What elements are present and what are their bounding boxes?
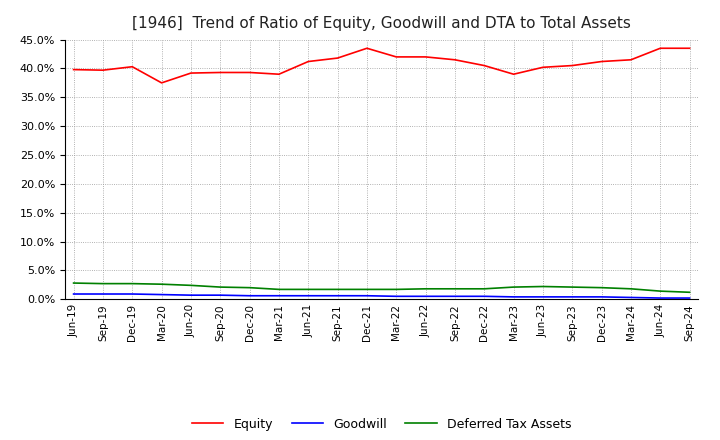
Equity	[304, 59, 312, 64]
Deferred Tax Assets	[274, 287, 283, 292]
Goodwill	[451, 293, 459, 299]
Deferred Tax Assets	[99, 281, 107, 286]
Deferred Tax Assets	[246, 285, 254, 290]
Goodwill	[480, 293, 489, 299]
Legend: Equity, Goodwill, Deferred Tax Assets: Equity, Goodwill, Deferred Tax Assets	[187, 413, 576, 436]
Goodwill	[186, 293, 195, 298]
Equity	[99, 67, 107, 73]
Goodwill	[539, 294, 547, 300]
Goodwill	[421, 293, 430, 299]
Equity	[480, 63, 489, 68]
Deferred Tax Assets	[128, 281, 137, 286]
Equity	[626, 57, 635, 62]
Goodwill	[392, 293, 400, 299]
Goodwill	[99, 291, 107, 297]
Equity	[216, 70, 225, 75]
Equity	[656, 46, 665, 51]
Line: Deferred Tax Assets: Deferred Tax Assets	[73, 283, 690, 292]
Deferred Tax Assets	[157, 282, 166, 287]
Goodwill	[656, 295, 665, 301]
Deferred Tax Assets	[304, 287, 312, 292]
Goodwill	[363, 293, 372, 298]
Equity	[363, 46, 372, 51]
Equity	[421, 54, 430, 59]
Deferred Tax Assets	[186, 283, 195, 288]
Goodwill	[69, 291, 78, 297]
Goodwill	[333, 293, 342, 298]
Goodwill	[157, 292, 166, 297]
Goodwill	[304, 293, 312, 298]
Goodwill	[246, 293, 254, 298]
Equity	[186, 70, 195, 76]
Line: Goodwill: Goodwill	[73, 294, 690, 298]
Equity	[128, 64, 137, 70]
Equity	[274, 72, 283, 77]
Equity	[157, 80, 166, 85]
Deferred Tax Assets	[480, 286, 489, 291]
Deferred Tax Assets	[568, 284, 577, 290]
Deferred Tax Assets	[451, 286, 459, 291]
Goodwill	[568, 294, 577, 300]
Equity	[392, 54, 400, 59]
Deferred Tax Assets	[421, 286, 430, 291]
Equity	[69, 67, 78, 72]
Deferred Tax Assets	[69, 280, 78, 286]
Deferred Tax Assets	[598, 285, 606, 290]
Equity	[568, 63, 577, 68]
Title: [1946]  Trend of Ratio of Equity, Goodwill and DTA to Total Assets: [1946] Trend of Ratio of Equity, Goodwil…	[132, 16, 631, 32]
Equity	[598, 59, 606, 64]
Goodwill	[509, 294, 518, 300]
Line: Equity: Equity	[73, 48, 690, 83]
Equity	[246, 70, 254, 75]
Deferred Tax Assets	[656, 289, 665, 294]
Deferred Tax Assets	[539, 284, 547, 289]
Deferred Tax Assets	[216, 284, 225, 290]
Goodwill	[626, 295, 635, 300]
Goodwill	[216, 293, 225, 298]
Equity	[451, 57, 459, 62]
Deferred Tax Assets	[685, 290, 694, 295]
Equity	[685, 46, 694, 51]
Deferred Tax Assets	[626, 286, 635, 291]
Equity	[509, 72, 518, 77]
Deferred Tax Assets	[509, 284, 518, 290]
Goodwill	[685, 295, 694, 301]
Deferred Tax Assets	[392, 287, 400, 292]
Deferred Tax Assets	[363, 287, 372, 292]
Deferred Tax Assets	[333, 287, 342, 292]
Goodwill	[274, 293, 283, 298]
Goodwill	[598, 294, 606, 300]
Goodwill	[128, 291, 137, 297]
Equity	[333, 55, 342, 61]
Equity	[539, 65, 547, 70]
